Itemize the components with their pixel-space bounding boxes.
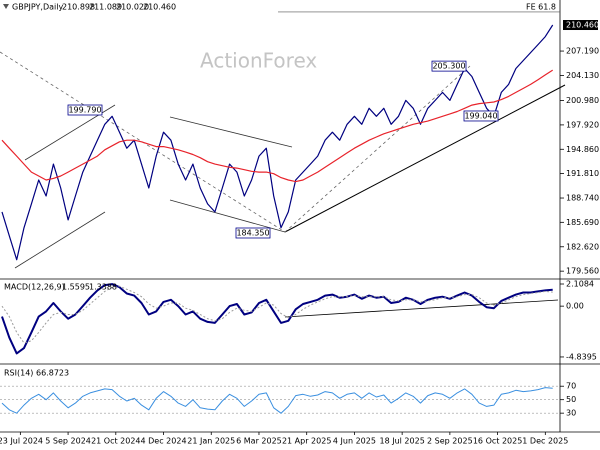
x-tick-label: 21 Oct 2024 — [91, 437, 140, 446]
ohlc-value: 210.898 — [62, 3, 95, 12]
y-tick-label: 30 — [566, 409, 576, 418]
annotation-label: 199.790 — [68, 106, 101, 115]
trendline — [284, 299, 559, 318]
annotation-box — [67, 104, 103, 116]
y-tick-label: 204.130 — [566, 71, 599, 80]
y-tick-label: 50 — [566, 395, 576, 404]
y-tick-label: 179.560 — [566, 267, 599, 276]
x-tick-label: 21 Jan 2025 — [187, 437, 235, 446]
x-tick-label: 1 Dec 2025 — [522, 437, 568, 446]
panel-reading: 66.8723 — [36, 369, 69, 378]
x-tick-label: 5 Sep 2024 — [45, 437, 91, 446]
annotation-label: 184.350 — [236, 228, 269, 237]
ohlc-value: 211.089 — [89, 3, 122, 12]
series-line — [1, 387, 553, 414]
x-tick-label: 21 Apr 2025 — [282, 437, 331, 446]
series-line — [1, 283, 553, 355]
x-tick-label: 4 Dec 2024 — [141, 437, 187, 446]
x-tick-label: 23 Jul 2024 — [0, 437, 43, 446]
trendline — [169, 199, 286, 233]
symbol-icon — [3, 4, 9, 9]
annotation-label: 205.300 — [432, 62, 465, 71]
annotation-box — [463, 110, 499, 122]
series-line — [1, 24, 554, 261]
y-tick-label: 182.620 — [566, 242, 599, 251]
chart-title: GBPJPY,Daily — [12, 3, 63, 12]
y-tick-label: -4.8395 — [566, 352, 597, 361]
panel-title: MACD(12,26,9) — [4, 283, 65, 292]
annotation-box — [235, 227, 271, 239]
x-tick-label: 18 Jul 2025 — [380, 437, 425, 446]
y-tick-label: 0.00 — [566, 302, 584, 311]
x-tick-label: 2 Sep 2025 — [427, 437, 473, 446]
annotation-label: 199.040 — [464, 111, 497, 120]
y-tick-label: 200.980 — [566, 96, 599, 105]
x-tick-label: 16 Oct 2025 — [473, 437, 522, 446]
trendline — [169, 116, 293, 148]
ohlc-value: 210.460 — [143, 3, 176, 12]
fe-label: FE 61.8 — [526, 2, 556, 11]
y-tick-label: 70 — [566, 382, 576, 391]
trendlines — [0, 51, 566, 318]
trendline — [14, 211, 106, 269]
watermark: ActionForex — [200, 49, 317, 73]
panel-reading: 1.3388 — [89, 283, 117, 292]
y-tick-label: 207.190 — [566, 47, 599, 56]
series-line — [1, 69, 554, 183]
y-tick-label: 188.740 — [566, 194, 599, 203]
ohlc-value: 210.020 — [116, 3, 149, 12]
last-price-label: 210.460 — [566, 21, 599, 30]
y-tick-label: 191.810 — [566, 169, 599, 178]
y-tick-label: 194.860 — [566, 145, 599, 154]
y-tick-label: 185.690 — [566, 218, 599, 227]
panel-title: RSI(14) — [4, 369, 33, 378]
y-tick-label: 2.1084 — [566, 280, 594, 289]
x-tick-label: 6 Mar 2025 — [236, 437, 282, 446]
annotation-box — [431, 60, 467, 72]
last-price-box — [563, 20, 598, 31]
panel-reading: 1.5595 — [62, 283, 90, 292]
y-tick-label: 197.920 — [566, 120, 599, 129]
x-tick-label: 4 Jun 2025 — [333, 437, 376, 446]
series-line — [1, 285, 553, 344]
trendline — [284, 84, 566, 233]
